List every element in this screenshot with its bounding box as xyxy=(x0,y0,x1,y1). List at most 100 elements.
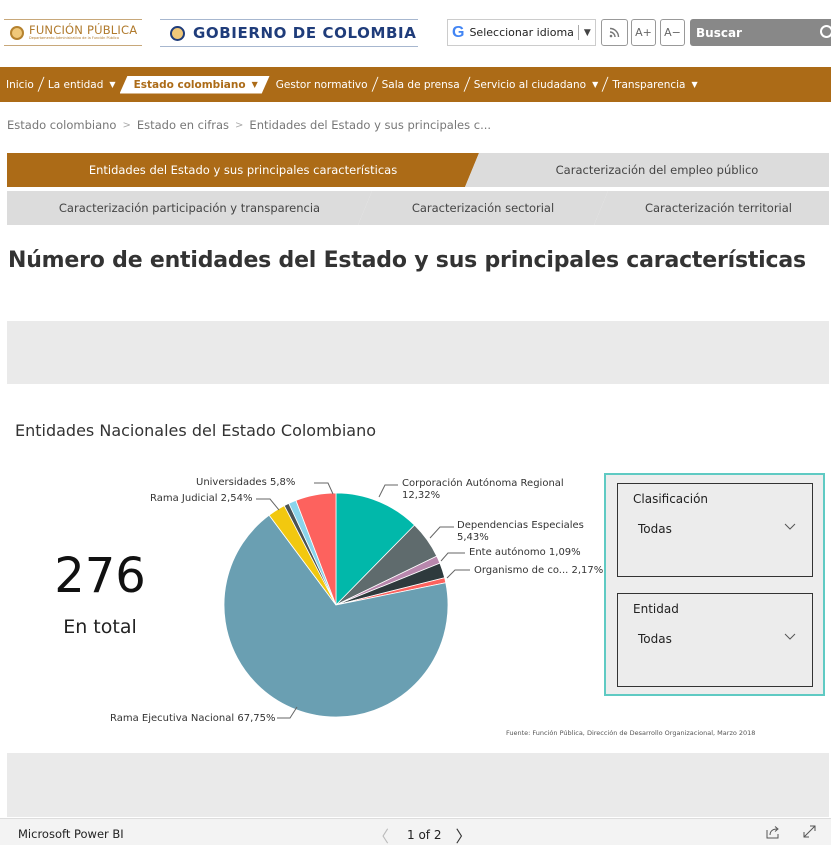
pie-label-dependencias: Dependencias Especiales 5,43% xyxy=(457,520,584,543)
pie-slice[interactable] xyxy=(268,505,337,606)
tab-sectorial[interactable]: Caracterización sectorial xyxy=(358,191,608,225)
nav-item-servicio-al-ciudadano[interactable]: Servicio al ciudadano ▼ xyxy=(474,79,599,91)
main-nav: Inicio / La entidad ▼ Estado colombiano … xyxy=(0,67,831,102)
pie-slice[interactable] xyxy=(335,562,446,606)
pie-label-ente-autonomo: Ente autónomo 1,09% xyxy=(469,547,581,558)
breadcrumb-item[interactable]: Estado en cifras xyxy=(136,118,230,132)
tab-entidades[interactable]: Entidades del Estado y sus principales c… xyxy=(7,153,479,187)
tab-territorial[interactable]: Caracterización territorial xyxy=(594,191,829,225)
slicer-title: Clasificación xyxy=(633,492,709,506)
page-title: Número de entidades del Estado y sus pri… xyxy=(8,248,806,273)
coat-of-arms-icon xyxy=(170,25,185,41)
pie-slice[interactable] xyxy=(283,502,337,606)
nav-item-transparencia[interactable]: Transparencia ▼ xyxy=(612,79,697,91)
pie-label-rama-ejecutiva: Rama Ejecutiva Nacional 67,75% xyxy=(110,713,276,724)
nav-label: Servicio al ciudadano xyxy=(473,78,587,91)
pie-slices[interactable] xyxy=(223,492,449,718)
share-icon[interactable] xyxy=(766,825,780,839)
chevron-down-icon[interactable] xyxy=(784,630,796,642)
report-title: Entidades Nacionales del Estado Colombia… xyxy=(15,421,377,440)
pie-label-rama-judicial: Rama Judicial 2,54% xyxy=(150,493,253,504)
pie-slice[interactable] xyxy=(335,577,447,606)
filters-panel: Clasificación Todas Entidad Todas xyxy=(604,473,825,696)
pie-slice[interactable] xyxy=(295,492,337,606)
pie-label-organismo: Organismo de co... 2,17% xyxy=(474,565,604,576)
powerbi-brand-link[interactable]: Microsoft Power BI xyxy=(18,827,124,841)
pie-slice[interactable] xyxy=(335,492,416,606)
dropdown-arrow-icon: ▼ xyxy=(583,27,591,38)
next-page-button[interactable]: 〉 xyxy=(455,827,472,846)
tab-label: Caracterización sectorial xyxy=(411,201,555,215)
nav-separator: / xyxy=(601,74,610,95)
search-input[interactable] xyxy=(696,25,806,40)
language-select-label: Seleccionar idioma xyxy=(469,26,574,39)
tab-label: Caracterización participación y transpar… xyxy=(58,201,321,215)
tab-label: Caracterización territorial xyxy=(644,201,792,215)
breadcrumb-item-current: Entidades del Estado y sus principales c… xyxy=(249,118,492,132)
leader-lines xyxy=(256,482,470,719)
nav-label: Sala de prensa xyxy=(381,78,460,91)
slicer-title: Entidad xyxy=(633,602,679,616)
caret-down-icon: ▼ xyxy=(251,80,258,89)
coat-of-arms-icon xyxy=(10,25,24,40)
search-box[interactable] xyxy=(690,19,831,46)
language-select[interactable]: G Seleccionar idioma ▼ xyxy=(447,19,596,46)
nav-label: Transparencia xyxy=(612,78,686,91)
pie-slice[interactable] xyxy=(223,514,449,718)
nav-label: Inicio xyxy=(6,78,34,91)
chevron-right-icon: > xyxy=(235,119,244,131)
pie-label-universidades: Universidades 5,8% xyxy=(196,477,296,488)
kpi-total-value: 276 xyxy=(54,548,146,604)
nav-label: Estado colombiano xyxy=(133,78,246,91)
slicer-entidad[interactable]: Entidad Todas xyxy=(617,593,813,687)
previous-page-button[interactable]: 〈 xyxy=(373,827,390,846)
page-navigator: 〈 1 of 2 〉 xyxy=(373,823,472,847)
tab-label: Caracterización del empleo público xyxy=(555,163,759,177)
rss-button[interactable] xyxy=(601,19,628,46)
nav-item-estado-colombiano[interactable]: Estado colombiano ▼ xyxy=(120,76,270,94)
chevron-down-icon[interactable] xyxy=(784,520,796,532)
tab-participacion[interactable]: Caracterización participación y transpar… xyxy=(7,191,372,225)
slicer-value[interactable]: Todas xyxy=(638,522,672,536)
pie-slice[interactable] xyxy=(335,555,441,606)
tab-label: Entidades del Estado y sus principales c… xyxy=(88,163,398,177)
report-header-band xyxy=(7,321,829,384)
nav-item-la-entidad[interactable]: La entidad ▼ xyxy=(48,79,116,91)
nav-item-gestor-normativo[interactable]: Gestor normativo xyxy=(276,79,368,91)
font-decrease-button[interactable]: A− xyxy=(660,19,685,46)
kpi-total-label: En total xyxy=(63,616,137,638)
nav-item-sala-de-prensa[interactable]: Sala de prensa xyxy=(382,79,460,91)
pie-label-corporacion: Corporación Autónoma Regional 12,32% xyxy=(402,478,564,501)
caret-down-icon: ▼ xyxy=(109,80,116,89)
google-icon: G xyxy=(452,23,465,41)
nav-separator: / xyxy=(462,74,471,95)
search-icon[interactable] xyxy=(820,25,831,38)
caret-down-icon: ▼ xyxy=(691,80,698,89)
breadcrumb: Estado colombiano > Estado en cifras > E… xyxy=(7,118,491,132)
fullscreen-icon[interactable] xyxy=(803,825,816,838)
funcion-publica-subtitle: Departamento Administrativo de la Funció… xyxy=(29,36,120,40)
powerbi-footer: Microsoft Power BI 〈 1 of 2 〉 xyxy=(0,818,831,847)
slicer-value[interactable]: Todas xyxy=(638,632,672,646)
section-tabs: Entidades del Estado y sus principales c… xyxy=(7,153,829,225)
data-source-note: Fuente: Función Pública, Dirección de De… xyxy=(506,729,756,737)
slicer-clasificacion[interactable]: Clasificación Todas xyxy=(617,483,813,577)
caret-down-icon: ▼ xyxy=(592,80,599,89)
tab-empleo-publico[interactable]: Caracterización del empleo público xyxy=(465,153,829,187)
top-header: FUNCIÓN PÚBLICA Departamento Administrat… xyxy=(0,0,831,66)
font-increase-button[interactable]: A+ xyxy=(631,19,656,46)
funcion-publica-title: FUNCIÓN PÚBLICA xyxy=(29,22,138,37)
gobierno-colombia-logo[interactable]: GOBIERNO DE COLOMBIA xyxy=(160,19,418,47)
funcion-publica-logo[interactable]: FUNCIÓN PÚBLICA Departamento Administrat… xyxy=(4,19,142,46)
breadcrumb-item[interactable]: Estado colombiano xyxy=(7,118,117,132)
nav-separator: / xyxy=(370,74,379,95)
pie-slice[interactable] xyxy=(288,499,337,606)
gobierno-colombia-title: GOBIERNO DE COLOMBIA xyxy=(193,24,417,42)
nav-label: La entidad xyxy=(47,78,104,91)
nav-item-inicio[interactable]: Inicio xyxy=(6,79,34,91)
pie-slice[interactable] xyxy=(335,524,438,606)
nav-separator: / xyxy=(36,74,45,95)
rss-icon xyxy=(609,27,620,38)
divider xyxy=(577,25,579,40)
page-indicator: 1 of 2 xyxy=(407,828,442,842)
